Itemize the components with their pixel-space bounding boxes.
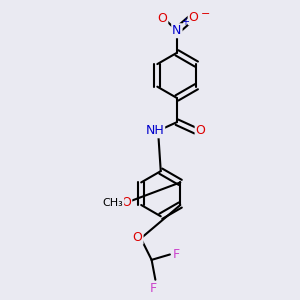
Text: −: − bbox=[201, 9, 210, 19]
Text: O: O bbox=[133, 231, 142, 244]
Text: O: O bbox=[122, 196, 131, 209]
Text: F: F bbox=[173, 248, 180, 261]
Text: O: O bbox=[196, 124, 206, 137]
Text: O: O bbox=[158, 12, 167, 26]
Text: NH: NH bbox=[146, 124, 164, 137]
Text: O: O bbox=[189, 11, 199, 24]
Text: CH₃: CH₃ bbox=[103, 198, 123, 208]
Text: F: F bbox=[150, 282, 157, 295]
Text: N: N bbox=[172, 24, 182, 37]
Text: +: + bbox=[181, 17, 189, 27]
